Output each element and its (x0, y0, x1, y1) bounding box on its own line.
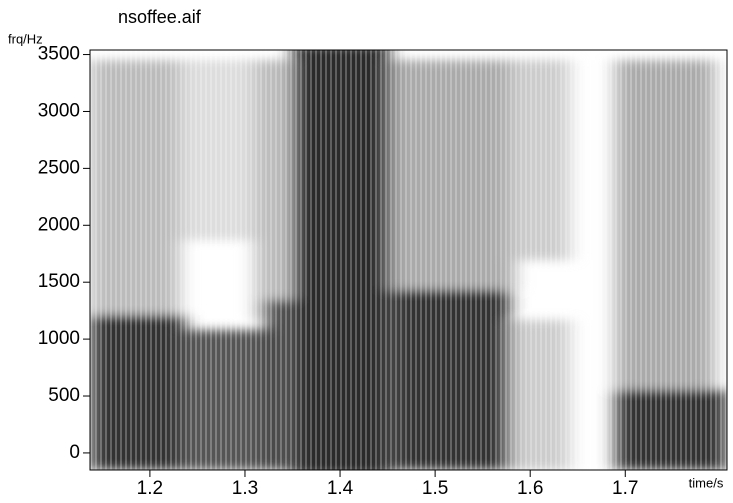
x-tick-label: 1.3 (232, 478, 258, 498)
x-axis-label: time/s (689, 475, 724, 490)
y-tick-label: 3500 (38, 44, 80, 65)
x-tick-label: 1.4 (327, 478, 354, 498)
y-tick-label: 500 (48, 385, 80, 406)
x-tick-label: 1.6 (517, 478, 543, 498)
x-tick-label: 1.7 (612, 478, 638, 498)
x-tick-label: 1.2 (137, 478, 163, 498)
y-tick-label: 0 (69, 442, 80, 463)
y-tick-label: 2000 (38, 214, 80, 235)
plot-frame (89, 49, 728, 471)
y-tick-label: 1000 (38, 328, 80, 349)
y-tick-label: 2500 (38, 157, 80, 178)
y-tick-label: 1500 (38, 271, 80, 292)
x-tick-label: 1.5 (422, 478, 448, 498)
y-axis-label: frq/Hz (8, 31, 43, 46)
chart-title: nsoffee.aif (118, 7, 202, 27)
spectrogram-image (90, 50, 727, 470)
y-tick-label: 3000 (38, 100, 80, 121)
